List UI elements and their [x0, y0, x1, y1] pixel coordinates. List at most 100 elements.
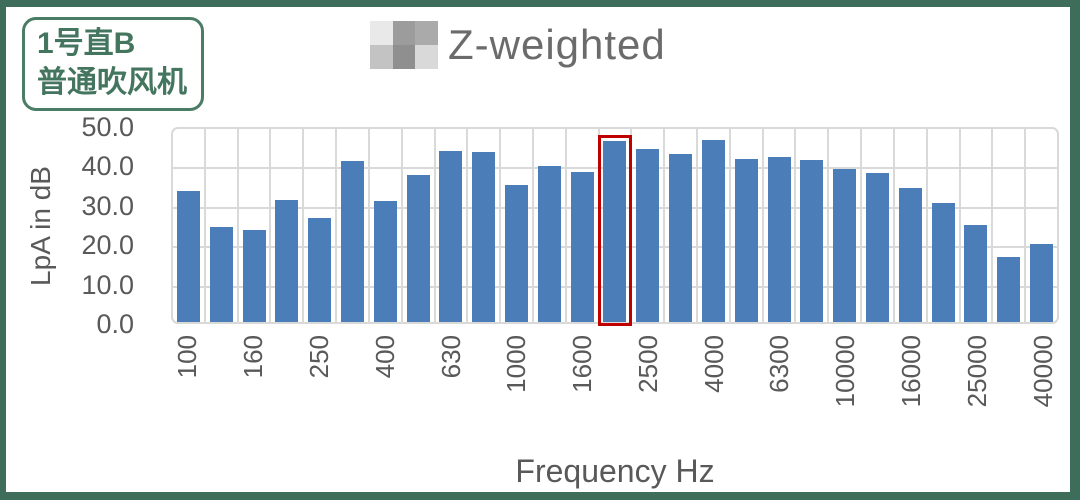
- chart-header: Z-weighted: [370, 21, 666, 69]
- x-tick-cell: [599, 328, 632, 446]
- x-tick-label: 6300: [764, 335, 795, 393]
- x-tick-cell: 16000: [895, 328, 928, 446]
- bar-5000: [734, 158, 758, 322]
- bar-cell-1600: [567, 129, 600, 322]
- bar-cell-2500: [632, 129, 666, 322]
- x-tick-label: 10000: [830, 335, 861, 408]
- badge-line-2: 普通吹风机: [37, 66, 187, 99]
- x-tick-label: 4000: [698, 335, 729, 393]
- x-tick-cell: 160: [237, 328, 270, 446]
- x-tick-cell: [730, 328, 763, 446]
- x-tick-cell: 40000: [1026, 328, 1059, 446]
- bar-630: [439, 150, 463, 322]
- y-tick-label: 10.0: [81, 269, 134, 300]
- bar-cell-25000: [961, 129, 994, 322]
- x-tick-label: 16000: [896, 335, 927, 408]
- bar-cell-630: [436, 129, 469, 322]
- bar-2500: [636, 149, 660, 322]
- bar-cell-1000: [501, 129, 534, 322]
- bar-cell-4000: [698, 129, 731, 322]
- bar-cell-16000: [895, 129, 928, 322]
- bar-6300: [767, 156, 791, 322]
- x-tick-label: 160: [238, 335, 269, 379]
- bar-cell-6300: [764, 129, 797, 322]
- bar-cell-2000: [597, 129, 633, 326]
- x-tick-cell: 1000: [500, 328, 533, 446]
- bars-row: [173, 129, 1057, 326]
- bar-4000: [701, 139, 725, 322]
- bar-cell-315: [337, 129, 370, 322]
- x-tick-cell: [270, 328, 303, 446]
- bar-cell-1250: [534, 129, 567, 322]
- y-tick-label: 50.0: [81, 112, 134, 142]
- x-axis-ticks: 100 160 250 400 630 1000 1600 2500 4000 6300 10000…: [171, 328, 1059, 446]
- bar-3150: [669, 154, 693, 322]
- bar-160: [242, 229, 266, 322]
- x-tick-label: 25000: [961, 335, 992, 408]
- bar-cell-31500: [993, 129, 1027, 322]
- bar-cell-10000: [829, 129, 863, 322]
- chart-title: Z-weighted: [448, 21, 666, 68]
- bar-cell-500: [403, 129, 436, 322]
- x-tick-cell: 630: [434, 328, 467, 446]
- x-tick-cell: 100: [171, 328, 204, 446]
- bar-1600: [570, 171, 594, 322]
- bar-1000: [505, 184, 529, 322]
- x-tick-label: 1000: [501, 335, 532, 393]
- x-tick-label: 2500: [632, 335, 663, 393]
- x-tick-cell: 4000: [697, 328, 730, 446]
- x-tick-cell: 6300: [763, 328, 796, 446]
- bar-cell-20000: [928, 129, 961, 322]
- x-tick-label: 250: [304, 335, 334, 379]
- x-tick-label: 630: [435, 335, 466, 379]
- bar-800: [472, 152, 496, 322]
- x-tick-label: 400: [369, 335, 400, 379]
- bar-12500: [865, 173, 889, 322]
- x-tick-cell: [204, 328, 237, 446]
- censored-mosaic-icon: [370, 21, 438, 69]
- bar-20000: [931, 203, 955, 322]
- y-tick-label: 30.0: [81, 190, 134, 221]
- x-tick-cell: 400: [368, 328, 401, 446]
- bar-cell-800: [468, 129, 502, 322]
- bar-200: [275, 199, 299, 322]
- bar-100: [176, 190, 200, 322]
- y-tick-label: 0.0: [96, 309, 134, 339]
- bar-cell-400: [370, 129, 403, 322]
- x-tick-cell: [664, 328, 697, 446]
- x-tick-label: 100: [172, 335, 203, 379]
- bar-125: [209, 227, 233, 322]
- bar-16000: [898, 187, 922, 322]
- x-tick-label: 1600: [567, 335, 598, 393]
- bar-cell-160: [239, 129, 272, 322]
- bar-40000: [1030, 244, 1054, 322]
- badge-line-1: 1号直B: [37, 27, 136, 60]
- bar-31500: [997, 257, 1021, 322]
- x-tick-label: 40000: [1027, 335, 1058, 408]
- bar-cell-200: [271, 129, 305, 322]
- x-tick-cell: 25000: [960, 328, 993, 446]
- bar-25000: [964, 225, 988, 322]
- plot-area: [171, 127, 1059, 326]
- y-tick-label: 20.0: [81, 230, 134, 261]
- highlight-box: [597, 134, 632, 326]
- bar-cell-5000: [731, 129, 764, 322]
- x-axis-title: Frequency Hz: [515, 453, 715, 489]
- bar-cell-250: [304, 129, 338, 322]
- x-tick-cell: 1600: [566, 328, 599, 446]
- bar-8000: [800, 159, 824, 322]
- bar-500: [406, 175, 430, 322]
- bar-400: [373, 200, 397, 322]
- device-badge: 1号直B 普通吹风机: [22, 17, 204, 111]
- x-tick-cell: [401, 328, 434, 446]
- bar-cell-40000: [1026, 129, 1057, 322]
- x-tick-cell: [862, 328, 895, 446]
- x-tick-cell: [467, 328, 500, 446]
- x-tick-cell: [533, 328, 566, 446]
- x-tick-cell: 250: [303, 328, 336, 446]
- bar-315: [340, 161, 364, 322]
- bar-1250: [537, 165, 561, 322]
- x-tick-cell: [796, 328, 829, 446]
- x-tick-cell: [993, 328, 1026, 446]
